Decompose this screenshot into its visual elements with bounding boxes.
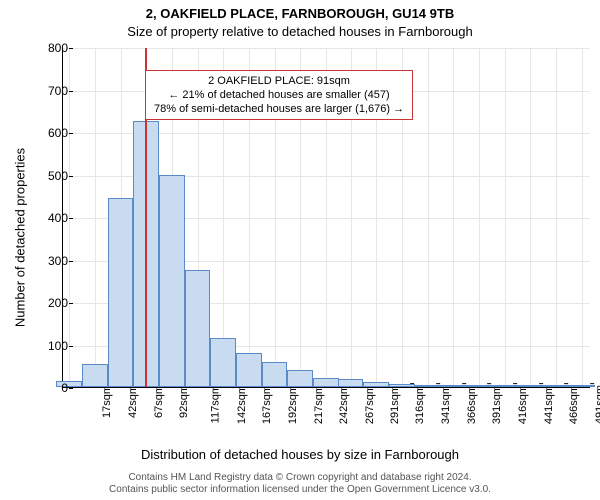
x-tick-label: 142sqm: [236, 385, 248, 424]
bar: [236, 353, 262, 387]
gridline-v: [453, 48, 454, 387]
x-tick-label: 42sqm: [127, 385, 139, 418]
x-tick-label: 267sqm: [364, 385, 376, 424]
x-tick-label: 441sqm: [543, 385, 555, 424]
x-tick-label: 67sqm: [153, 385, 165, 418]
x-tick-label: 192sqm: [287, 385, 299, 424]
bar: [415, 385, 441, 387]
gridline-v: [479, 48, 480, 387]
page-title: 2, OAKFIELD PLACE, FARNBOROUGH, GU14 9TB: [0, 6, 600, 21]
bar: [159, 175, 185, 388]
x-tick-label: 217sqm: [313, 385, 325, 424]
gridline-v: [556, 48, 557, 387]
y-tick-label: 200: [28, 296, 68, 310]
x-tick-label: 391sqm: [491, 385, 503, 424]
x-tick-label: 491sqm: [594, 385, 600, 424]
gridline-v: [582, 48, 583, 387]
bar: [492, 385, 518, 387]
bar: [543, 385, 569, 387]
bar: [262, 362, 288, 388]
x-axis-label: Distribution of detached houses by size …: [0, 447, 600, 462]
x-tick-label: 117sqm: [209, 385, 221, 423]
y-tick-label: 500: [28, 169, 68, 183]
x-tick-label: 291sqm: [389, 385, 401, 424]
x-tick-label: 366sqm: [466, 385, 478, 424]
gridline-v: [530, 48, 531, 387]
y-tick-label: 0: [28, 381, 68, 395]
annotation-line: 78% of semi-detached houses are larger (…: [154, 102, 404, 116]
footer-attribution: Contains HM Land Registry data © Crown c…: [0, 470, 600, 498]
gridline-v: [428, 48, 429, 387]
bar: [363, 382, 389, 387]
bar: [569, 385, 595, 387]
bar: [82, 364, 108, 387]
gridline-v: [505, 48, 506, 387]
bar: [389, 384, 415, 387]
x-tick-label: 341sqm: [440, 385, 452, 424]
x-tick-label: 92sqm: [178, 385, 190, 418]
y-tick-label: 100: [28, 339, 68, 353]
x-tick-label: 316sqm: [414, 385, 426, 424]
y-tick-label: 400: [28, 211, 68, 225]
x-tick-label: 416sqm: [517, 385, 529, 424]
page-subtitle: Size of property relative to detached ho…: [0, 24, 600, 39]
y-tick-label: 700: [28, 84, 68, 98]
y-tick-label: 600: [28, 126, 68, 140]
bar: [108, 198, 134, 387]
bar: [210, 338, 236, 387]
x-tick-label: 466sqm: [569, 385, 581, 424]
annotation-line: ← 21% of detached houses are smaller (45…: [154, 88, 404, 102]
y-tick-label: 800: [28, 41, 68, 55]
gridline-v: [95, 48, 96, 387]
bar: [518, 385, 544, 387]
chart-plot-area: 17sqm42sqm67sqm92sqm117sqm142sqm167sqm19…: [62, 48, 590, 388]
bar: [313, 378, 339, 387]
annotation-box: 2 OAKFIELD PLACE: 91sqm← 21% of detached…: [145, 70, 413, 120]
y-tick-label: 300: [28, 254, 68, 268]
bar: [441, 385, 467, 387]
footer-line-2: Contains public sector information licen…: [109, 484, 491, 495]
bar: [338, 379, 364, 387]
x-tick-label: 17sqm: [101, 385, 113, 418]
annotation-line: 2 OAKFIELD PLACE: 91sqm: [154, 74, 404, 88]
bar: [185, 270, 211, 387]
y-axis-label: Number of detached properties: [13, 138, 28, 338]
x-tick-label: 167sqm: [261, 385, 273, 424]
bar: [287, 370, 313, 387]
x-tick-label: 242sqm: [338, 385, 350, 424]
bar: [466, 385, 492, 387]
footer-line-1: Contains HM Land Registry data © Crown c…: [128, 472, 471, 483]
